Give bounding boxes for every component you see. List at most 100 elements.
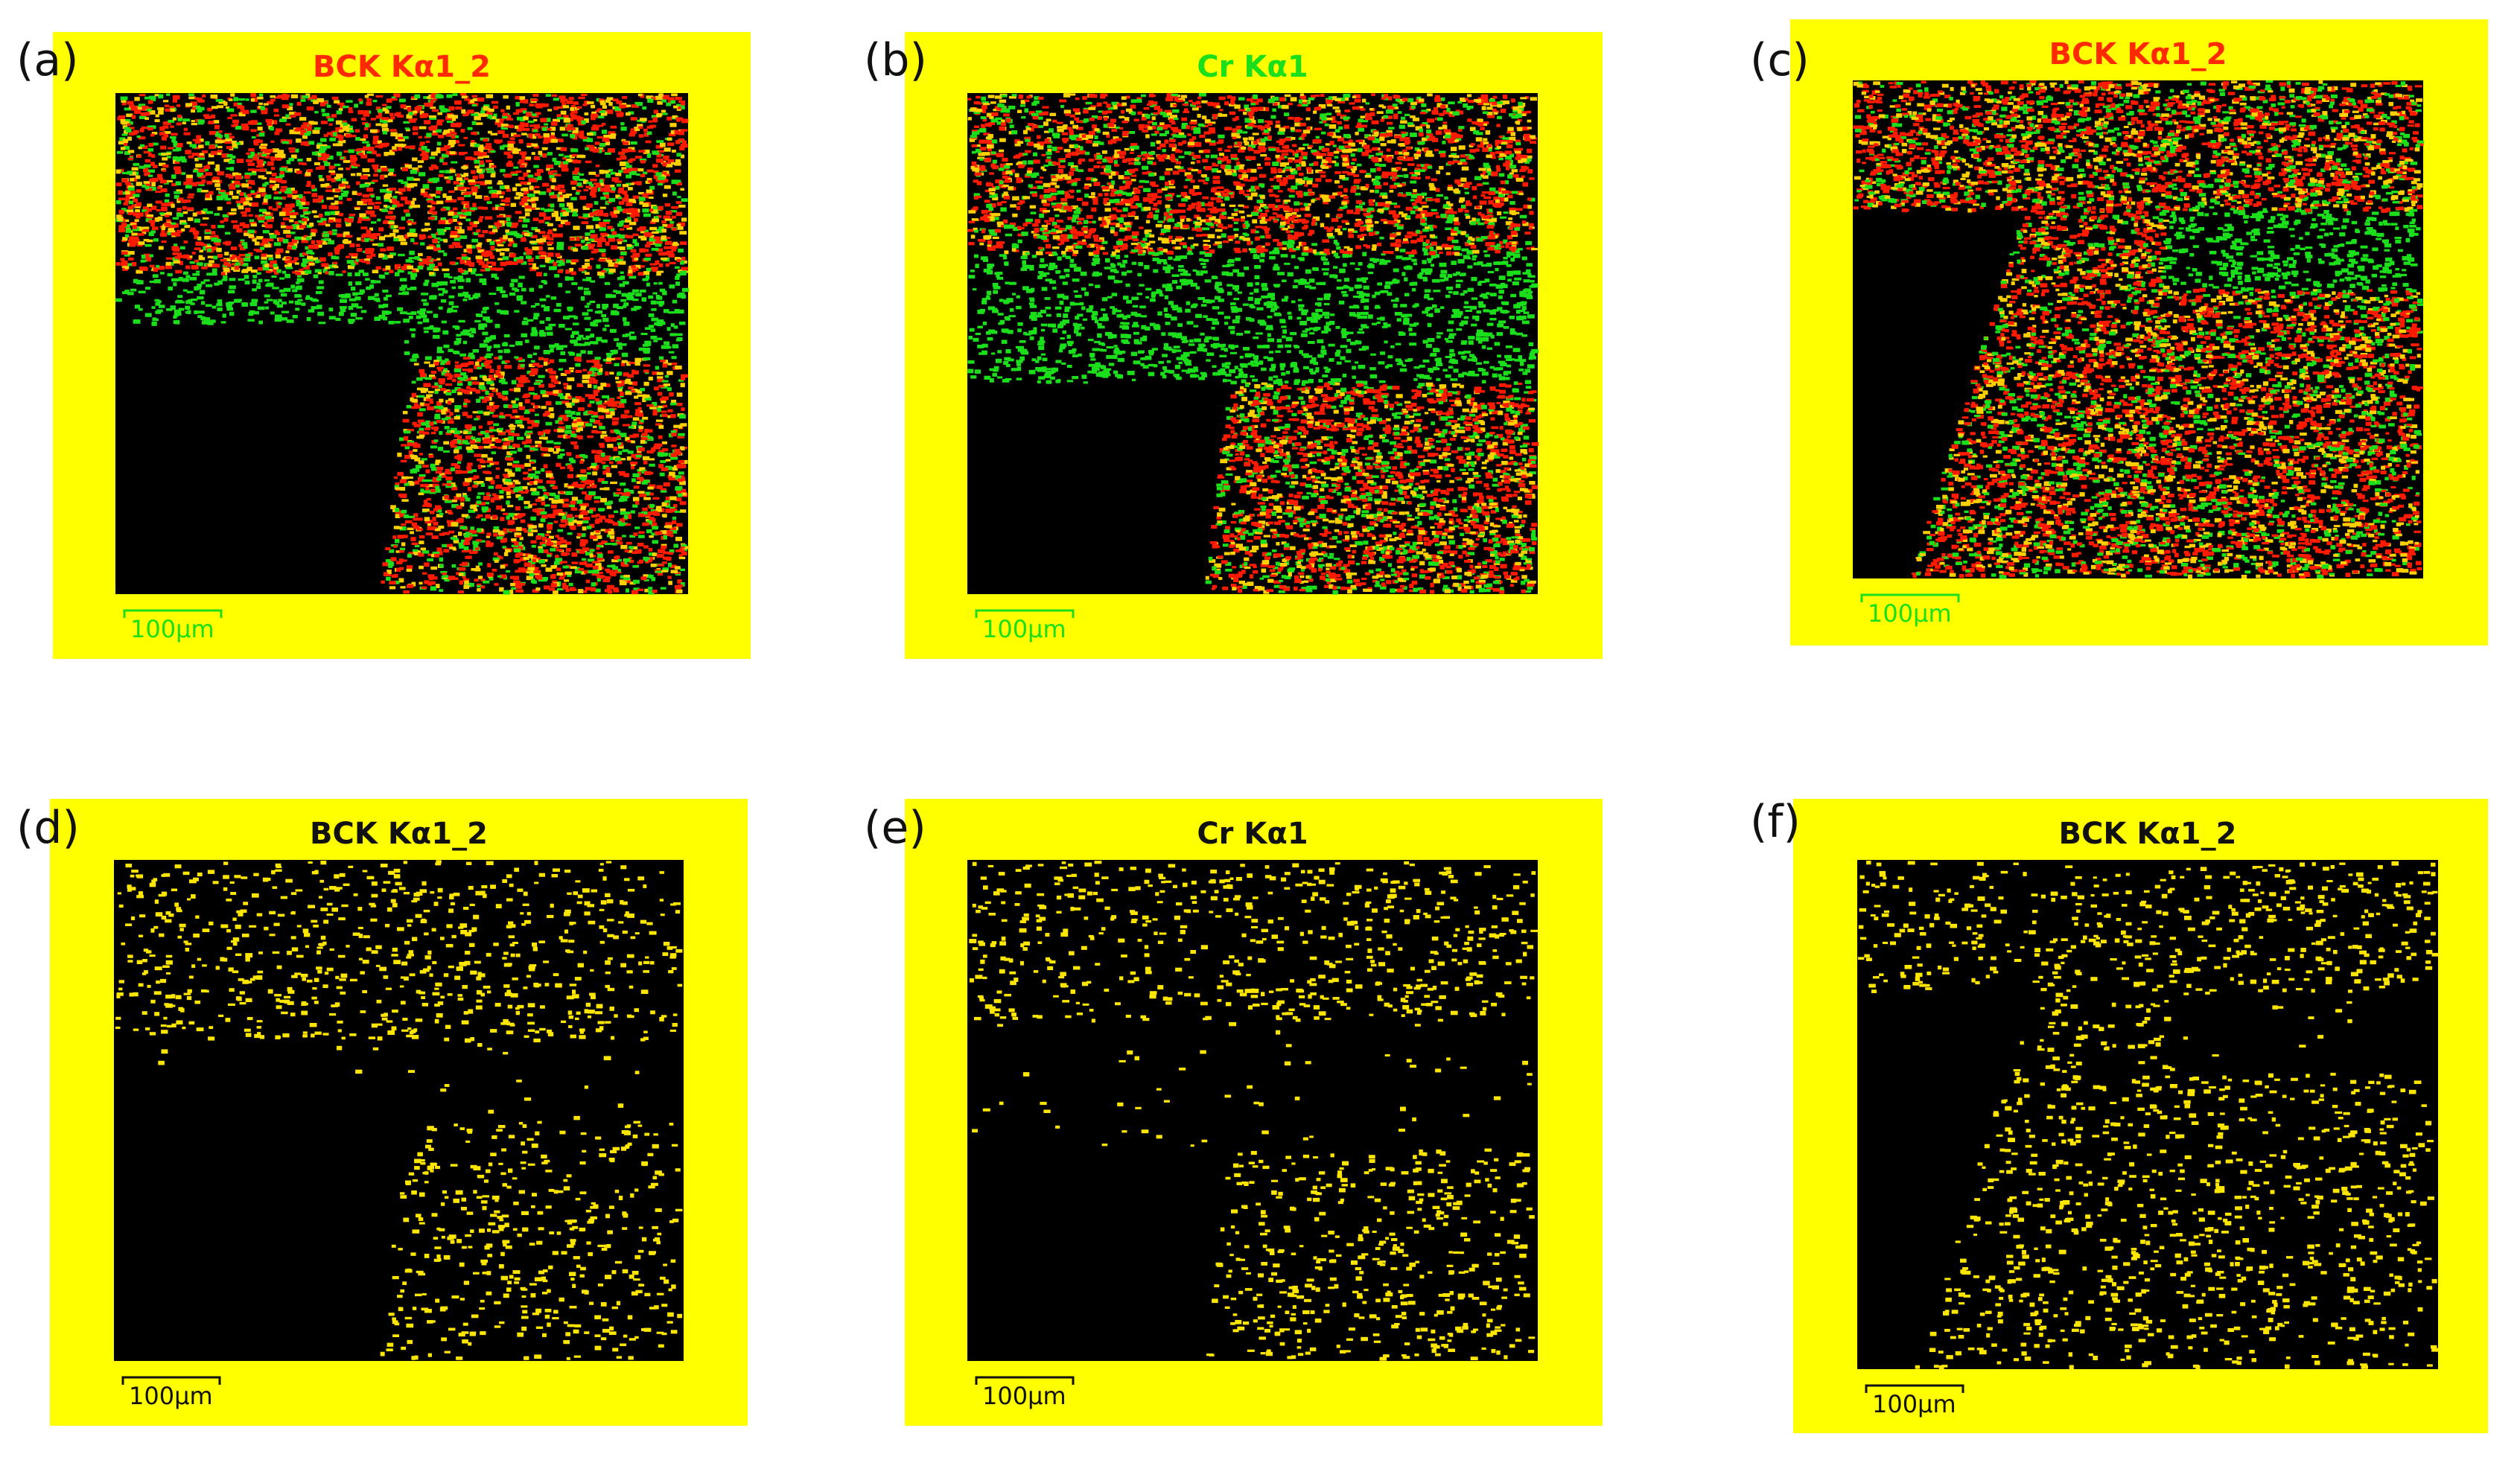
speckle [457, 380, 462, 383]
speckle [585, 232, 591, 236]
speckle [217, 146, 223, 148]
speckle [207, 321, 213, 325]
speckle [390, 133, 397, 137]
speckle [567, 532, 573, 535]
speckle [349, 253, 354, 255]
speckle [672, 344, 679, 348]
speckle [463, 482, 468, 486]
speckle [480, 431, 486, 434]
speckle [451, 430, 454, 433]
speckle [175, 270, 182, 274]
speckle [492, 229, 497, 232]
speckle [510, 231, 518, 235]
speckle [399, 578, 404, 583]
speckle [467, 415, 473, 418]
speckle [590, 341, 596, 344]
speckle [414, 95, 420, 98]
speckle [395, 267, 398, 270]
speckle [533, 316, 538, 319]
speckle [442, 475, 446, 478]
speckle [421, 188, 425, 193]
speckle [429, 115, 436, 118]
speckle [602, 123, 605, 126]
speckle [681, 407, 684, 411]
speckle [478, 446, 483, 449]
speckle [623, 498, 627, 501]
speckle [441, 208, 446, 211]
speckle [445, 471, 452, 474]
speckle [495, 495, 500, 498]
speckle [515, 126, 519, 130]
speckle [442, 290, 448, 294]
speckle [469, 552, 477, 554]
speckle [671, 444, 676, 447]
speckle [561, 525, 566, 527]
speckle [595, 310, 601, 313]
speckle [546, 422, 553, 426]
speckle [238, 244, 242, 247]
speckle [605, 153, 611, 155]
speckle [337, 234, 343, 237]
speckle [251, 120, 258, 124]
speckle [420, 242, 424, 245]
speckle [438, 232, 445, 235]
speckle [429, 264, 435, 267]
speckle [122, 102, 127, 105]
speckle [652, 497, 659, 500]
speckle [459, 354, 466, 357]
speckle [381, 117, 389, 120]
speckle [491, 497, 498, 500]
speckle [677, 223, 681, 226]
speckle [675, 309, 678, 313]
speckle [653, 339, 658, 342]
speckle [211, 231, 216, 235]
speckle [273, 109, 279, 112]
speckle [413, 127, 419, 131]
speckle [486, 461, 493, 463]
speckle [155, 119, 160, 122]
speckle [477, 156, 483, 159]
speckle [605, 294, 612, 299]
speckle [430, 401, 433, 404]
speckle [519, 217, 526, 219]
speckle [538, 486, 545, 489]
speckle [636, 455, 641, 458]
speckle [481, 465, 486, 468]
speckle [195, 164, 202, 168]
speckle [515, 482, 521, 485]
speckle [642, 106, 646, 109]
speckle [497, 366, 501, 370]
speckle [620, 122, 624, 125]
speckle [422, 508, 430, 511]
speckle [189, 277, 197, 281]
speckle [319, 322, 326, 324]
speckle [643, 456, 649, 461]
speckle [453, 208, 458, 211]
speckle [626, 296, 634, 301]
speckle [401, 104, 407, 108]
speckle [323, 158, 327, 161]
speckle [465, 424, 472, 429]
speckle [547, 441, 554, 444]
speckle [591, 515, 597, 518]
speckle [556, 303, 561, 307]
speckle [608, 237, 616, 242]
speckle [489, 387, 494, 389]
speckle [273, 270, 277, 272]
speckle [431, 371, 436, 374]
speckle [677, 196, 681, 198]
speckle [639, 134, 644, 138]
speckle [458, 144, 465, 147]
speckle [648, 121, 652, 123]
speckle [524, 445, 530, 447]
speckle [501, 382, 507, 385]
speckle [506, 261, 512, 265]
speckle [629, 133, 635, 137]
speckle [489, 429, 497, 431]
speckle [547, 118, 550, 122]
speckle [162, 226, 165, 230]
speckle [407, 313, 413, 315]
speckle [675, 566, 681, 570]
speckle [203, 279, 209, 281]
speckle [260, 247, 264, 250]
